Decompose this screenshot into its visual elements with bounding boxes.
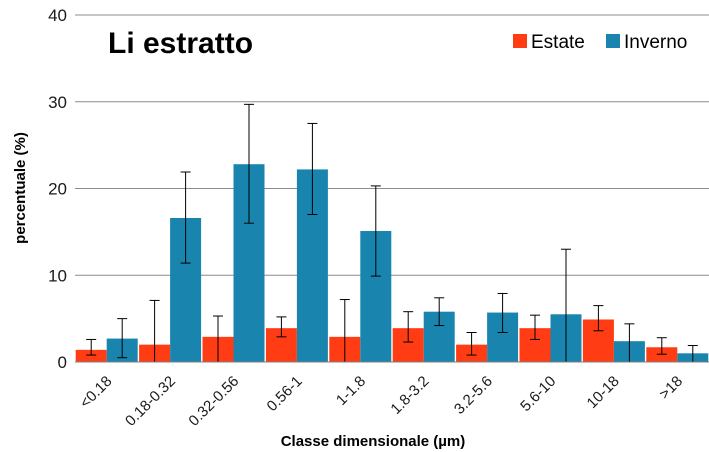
legend-swatch-inverno: [606, 34, 620, 48]
x-tick-label: 5.6-10: [517, 373, 559, 415]
gridlines: [75, 14, 709, 276]
x-axis-label: Classe dimensionale (µm): [281, 433, 466, 450]
x-tick-label: >18: [656, 373, 686, 403]
x-tick-label: 10-18: [584, 373, 623, 412]
legend-label-inverno: Inverno: [624, 32, 687, 53]
y-tick-label: 30: [48, 93, 67, 112]
bars: [75, 164, 709, 362]
y-axis-label: percentuale (%): [12, 132, 29, 244]
x-tick-label: 1-1.8: [333, 373, 369, 409]
y-axis-ticks: 0 10 20 30 40: [48, 6, 67, 372]
x-tick-label: 3.2-5.6: [451, 373, 496, 418]
y-tick-label: 0: [58, 353, 67, 372]
x-tick-label: 0.18-0.32: [122, 373, 179, 430]
x-tick-label: 1.8-3.2: [387, 373, 432, 418]
legend-swatch-estate: [513, 34, 527, 48]
x-tick-label: 0.32-0.56: [185, 373, 242, 430]
x-tick-label: 0.56-1: [264, 373, 306, 415]
x-axis-ticks: <0.18 0.18-0.32 0.32-0.56 0.56-1 1-1.8 1.8-3.…: [77, 373, 686, 430]
error-bars: [86, 103, 698, 363]
x-tick-label: <0.18: [77, 373, 116, 412]
legend: Estate Inverno: [513, 32, 687, 53]
y-tick-label: 40: [48, 6, 67, 25]
legend-label-estate: Estate: [531, 32, 585, 53]
chart-title: Li estratto: [108, 27, 253, 60]
y-tick-label: 10: [48, 266, 67, 285]
bar-estate-0: [75, 349, 107, 362]
y-tick-label: 20: [48, 180, 67, 199]
